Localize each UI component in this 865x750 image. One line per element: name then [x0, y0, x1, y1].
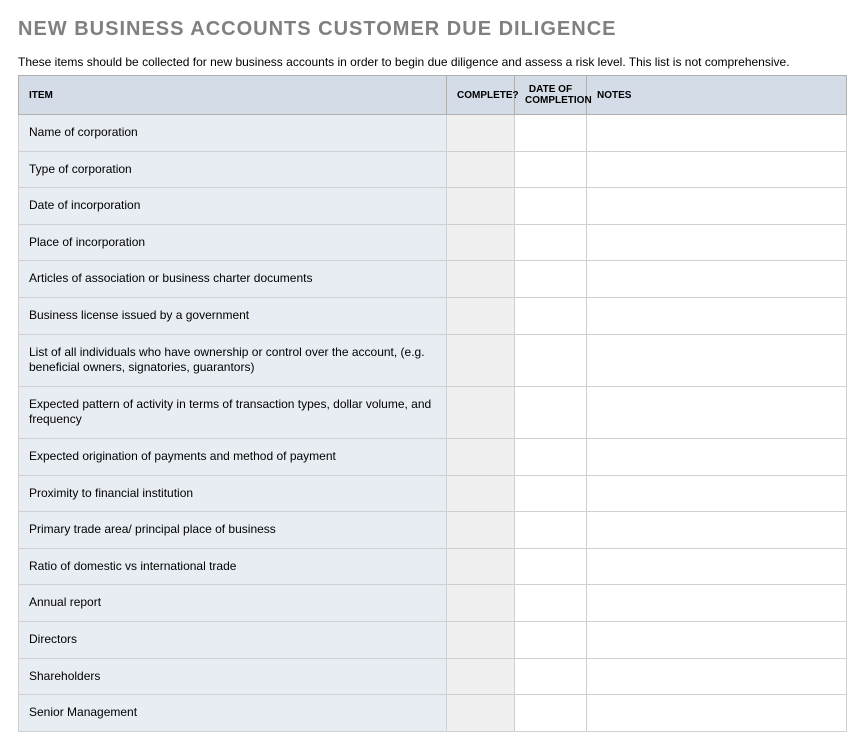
- table-row: Ratio of domestic vs international trade: [19, 548, 847, 585]
- notes-cell[interactable]: [587, 695, 847, 732]
- notes-cell[interactable]: [587, 386, 847, 438]
- date-cell[interactable]: [515, 151, 587, 188]
- item-cell: Expected pattern of activity in terms of…: [19, 386, 447, 438]
- notes-cell[interactable]: [587, 297, 847, 334]
- item-cell: Type of corporation: [19, 151, 447, 188]
- date-cell[interactable]: [515, 658, 587, 695]
- item-cell: Primary trade area/ principal place of b…: [19, 512, 447, 549]
- table-header-row: ITEM COMPLETE? DATE OF COMPLETION NOTES: [19, 76, 847, 115]
- item-cell: Directors: [19, 621, 447, 658]
- col-header-date: DATE OF COMPLETION: [515, 76, 587, 115]
- complete-cell[interactable]: [447, 695, 515, 732]
- table-row: Expected origination of payments and met…: [19, 438, 847, 475]
- date-cell[interactable]: [515, 621, 587, 658]
- date-cell[interactable]: [515, 548, 587, 585]
- complete-cell[interactable]: [447, 512, 515, 549]
- complete-cell[interactable]: [447, 475, 515, 512]
- date-cell[interactable]: [515, 438, 587, 475]
- notes-cell[interactable]: [587, 115, 847, 152]
- complete-cell[interactable]: [447, 438, 515, 475]
- item-cell: Articles of association or business char…: [19, 261, 447, 298]
- due-diligence-table: ITEM COMPLETE? DATE OF COMPLETION NOTES …: [18, 75, 847, 732]
- complete-cell[interactable]: [447, 386, 515, 438]
- col-header-complete: COMPLETE?: [447, 76, 515, 115]
- notes-cell[interactable]: [587, 475, 847, 512]
- table-row: Shareholders: [19, 658, 847, 695]
- table-row: Proximity to financial institution: [19, 475, 847, 512]
- complete-cell[interactable]: [447, 334, 515, 386]
- complete-cell[interactable]: [447, 188, 515, 225]
- item-cell: Annual report: [19, 585, 447, 622]
- table-row: Date of incorporation: [19, 188, 847, 225]
- table-row: Place of incorporation: [19, 224, 847, 261]
- item-cell: Name of corporation: [19, 115, 447, 152]
- notes-cell[interactable]: [587, 585, 847, 622]
- date-cell[interactable]: [515, 261, 587, 298]
- date-cell[interactable]: [515, 297, 587, 334]
- notes-cell[interactable]: [587, 548, 847, 585]
- item-cell: Place of incorporation: [19, 224, 447, 261]
- col-header-notes: NOTES: [587, 76, 847, 115]
- date-cell[interactable]: [515, 115, 587, 152]
- notes-cell[interactable]: [587, 621, 847, 658]
- complete-cell[interactable]: [447, 115, 515, 152]
- table-row: Senior Management: [19, 695, 847, 732]
- item-cell: Shareholders: [19, 658, 447, 695]
- complete-cell[interactable]: [447, 585, 515, 622]
- notes-cell[interactable]: [587, 512, 847, 549]
- table-row: Directors: [19, 621, 847, 658]
- date-cell[interactable]: [515, 386, 587, 438]
- date-cell[interactable]: [515, 512, 587, 549]
- table-row: Articles of association or business char…: [19, 261, 847, 298]
- date-cell[interactable]: [515, 585, 587, 622]
- table-row: Name of corporation: [19, 115, 847, 152]
- complete-cell[interactable]: [447, 297, 515, 334]
- notes-cell[interactable]: [587, 261, 847, 298]
- notes-cell[interactable]: [587, 151, 847, 188]
- complete-cell[interactable]: [447, 151, 515, 188]
- complete-cell[interactable]: [447, 261, 515, 298]
- item-cell: Proximity to financial institution: [19, 475, 447, 512]
- table-row: Expected pattern of activity in terms of…: [19, 386, 847, 438]
- complete-cell[interactable]: [447, 548, 515, 585]
- item-cell: Ratio of domestic vs international trade: [19, 548, 447, 585]
- date-cell[interactable]: [515, 224, 587, 261]
- item-cell: Senior Management: [19, 695, 447, 732]
- table-row: Primary trade area/ principal place of b…: [19, 512, 847, 549]
- table-row: List of all individuals who have ownersh…: [19, 334, 847, 386]
- item-cell: Expected origination of payments and met…: [19, 438, 447, 475]
- page-title: NEW BUSINESS ACCOUNTS CUSTOMER DUE DILIG…: [18, 18, 847, 41]
- item-cell: Date of incorporation: [19, 188, 447, 225]
- table-row: Type of corporation: [19, 151, 847, 188]
- date-cell[interactable]: [515, 695, 587, 732]
- complete-cell[interactable]: [447, 658, 515, 695]
- date-cell[interactable]: [515, 188, 587, 225]
- notes-cell[interactable]: [587, 334, 847, 386]
- notes-cell[interactable]: [587, 438, 847, 475]
- notes-cell[interactable]: [587, 224, 847, 261]
- col-header-item: ITEM: [19, 76, 447, 115]
- date-cell[interactable]: [515, 334, 587, 386]
- table-row: Annual report: [19, 585, 847, 622]
- date-cell[interactable]: [515, 475, 587, 512]
- complete-cell[interactable]: [447, 224, 515, 261]
- notes-cell[interactable]: [587, 658, 847, 695]
- item-cell: List of all individuals who have ownersh…: [19, 334, 447, 386]
- page-subtitle: These items should be collected for new …: [18, 55, 847, 69]
- complete-cell[interactable]: [447, 621, 515, 658]
- notes-cell[interactable]: [587, 188, 847, 225]
- item-cell: Business license issued by a government: [19, 297, 447, 334]
- table-row: Business license issued by a government: [19, 297, 847, 334]
